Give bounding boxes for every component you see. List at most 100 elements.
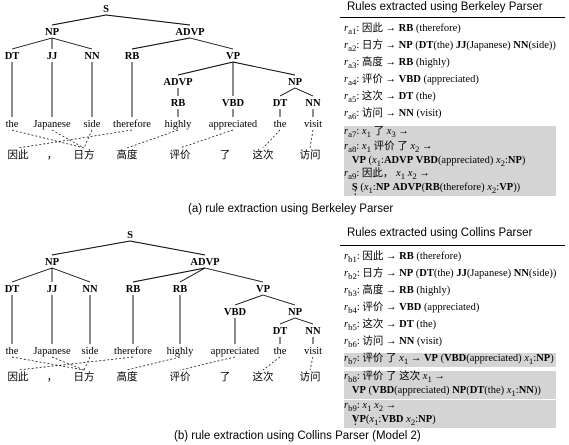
node-vbd: VBD	[222, 98, 245, 109]
node-dt: DT	[5, 284, 20, 295]
tree-edge	[132, 267, 206, 283]
alignment-link	[17, 129, 133, 149]
collins-rules-title: Rules extracted using Collins Parser	[347, 227, 533, 239]
alignment-link	[83, 129, 93, 149]
chinese-token-4: 评价	[170, 371, 191, 383]
word-2: side	[84, 119, 101, 130]
node-rb: RB	[125, 51, 140, 62]
node-dt2: DT	[273, 326, 288, 337]
node-advp: ADVP	[190, 257, 220, 268]
rule-a1: ra1: 因此 → RB (therefore)	[344, 23, 461, 37]
node-nn: NN	[82, 284, 98, 295]
node-nn2: NN	[305, 98, 321, 109]
word-3: therefore	[114, 346, 152, 357]
collins-rules-rule	[340, 245, 565, 246]
chinese-token-7: 访问	[300, 148, 321, 161]
rule-b3: rb3: 高度 → RB (highly)	[344, 285, 451, 299]
rule-b1: rb1: 因此 → RB (therefore)	[344, 251, 462, 265]
tree-edge	[179, 267, 206, 283]
chinese-token-3: 高度	[117, 370, 138, 383]
chinese-token-7: 访问	[300, 370, 321, 383]
tree-edge	[262, 294, 296, 306]
node-nn2: NN	[305, 326, 321, 337]
rule-b7: rb7: 评价 了 x1 → VP (VBD(appreciated) x1:N…	[344, 353, 556, 368]
tree-edge	[234, 294, 264, 306]
node-advp: ADVP	[175, 27, 205, 38]
alignment-link	[262, 356, 281, 371]
word-4: highly	[165, 119, 193, 130]
word-3: therefore	[113, 119, 151, 130]
node-nn: NN	[84, 51, 100, 62]
tree-edge	[51, 37, 93, 50]
tree-edge	[232, 61, 296, 76]
tree-edge	[189, 37, 234, 50]
tree-edge	[204, 267, 264, 283]
rule-b5: rb5: 这次 → DT (the)	[344, 319, 437, 333]
word-5: appreciated	[211, 346, 260, 357]
word-0: the	[6, 346, 19, 357]
alignment-link	[51, 129, 85, 149]
alignment-link	[17, 356, 134, 371]
rule-b8: rb8: 评价 了 这次 x1 → VP (VBD(appreciated) N…	[344, 371, 556, 400]
alignment-link	[179, 356, 236, 371]
caption-a: (a) rule extraction using Berkeley Parse…	[188, 203, 394, 215]
chinese-token-2: 日方	[74, 370, 95, 383]
node-np: NP	[45, 257, 60, 268]
rule-a5: ra5: 这次 → DT (the)	[344, 91, 436, 105]
rule-b4: rb4: 评价 → VBD (appreciated)	[344, 302, 480, 316]
node-jj: JJ	[47, 51, 58, 62]
node-dt: DT	[5, 51, 20, 62]
node-jj: JJ	[47, 284, 58, 295]
alignment-link	[262, 129, 281, 149]
tree-edge	[51, 240, 131, 256]
berkeley-rules-rule	[340, 17, 565, 18]
node-s: S	[103, 4, 109, 15]
rule-a9: ra9: 因此， x1 x2 → S (x1:NP ADVP(RB(theref…	[344, 168, 556, 197]
word-0: the	[6, 119, 19, 130]
rule-a4: ra4: 评价 → VBD (appreciated)	[344, 74, 479, 88]
node-np: NP	[45, 27, 60, 38]
alignment-link	[126, 356, 181, 371]
word-4: highly	[167, 346, 195, 357]
alignment-link	[309, 356, 314, 371]
alignment-link	[11, 129, 85, 149]
rule-a8: ra8: x1 评价 了 x2 → VP (x1:ADVP VBD(apprec…	[344, 141, 556, 170]
chinese-token-5: 了	[220, 149, 231, 161]
node-dt2: DT	[273, 98, 288, 109]
node-rb: RB	[126, 284, 141, 295]
rule-a2: ra2: 日方 → NP (DT(the) JJ(Japanese) NN(si…	[344, 40, 556, 54]
rule-b2: rb2: 日方 → NP (DT(the) JJ(Japanese) NN(si…	[344, 268, 557, 282]
tree-edge	[131, 37, 191, 50]
tree-edge	[279, 317, 296, 325]
chinese-token-6: 这次	[253, 148, 274, 161]
word-5: appreciated	[209, 119, 258, 130]
chinese-token-2: 日方	[74, 148, 95, 161]
node-vp: VP	[256, 284, 271, 295]
berkeley-parse-tree: S NP ADVP DT JJ NN RB VP ADVP NP RB VBD DT NN the Japan…	[5, 4, 322, 161]
chinese-token-3: 高度	[117, 148, 138, 161]
tree-edge	[294, 317, 314, 325]
rule-b9: rb9: x1 x2 → VP(x1:VBD x2:NP)	[344, 400, 556, 429]
word-7: visit	[304, 346, 322, 357]
node-advp2: ADVP	[163, 77, 193, 88]
node-vbd: VBD	[224, 307, 247, 318]
alignment-link	[51, 356, 85, 371]
tree-edge	[105, 14, 191, 26]
chinese-token-1: ，	[47, 372, 58, 383]
tree-edge	[294, 87, 314, 97]
tree-edge	[11, 267, 53, 283]
word-1: Japanese	[33, 346, 71, 357]
caption-b: (b) rule extraction using Collins Parser…	[174, 430, 421, 442]
node-rb2: RB	[173, 284, 188, 295]
chinese-token-1: ，	[47, 150, 58, 161]
alignment-link	[309, 129, 314, 149]
tree-edge	[177, 61, 234, 76]
berkeley-rules-title: Rules extracted using Berkeley Parser	[347, 1, 543, 13]
alignment-link	[83, 356, 91, 371]
tree-edge	[11, 37, 53, 50]
rule-b6: rb6: 访问 → NN (visit)	[344, 336, 443, 350]
node-np2: NP	[288, 307, 303, 318]
word-7: visit	[304, 119, 322, 130]
node-np2: NP	[288, 77, 303, 88]
